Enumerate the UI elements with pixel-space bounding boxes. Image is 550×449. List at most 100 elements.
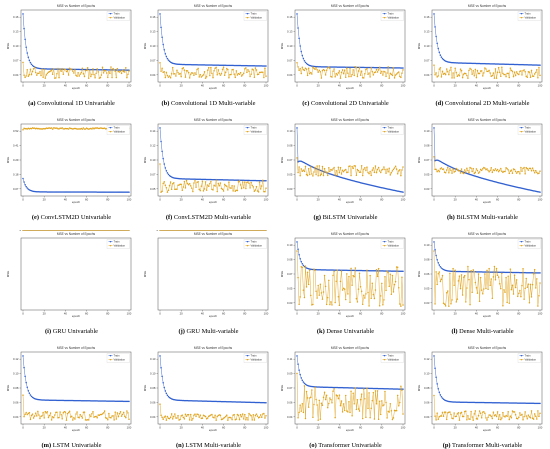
validation-point [523,69,525,71]
train-point [86,191,89,193]
validation-point [376,71,379,73]
train-point [477,271,480,273]
validation-point [195,415,197,418]
validation-point [297,417,299,419]
train-point [355,387,358,389]
validation-point [31,70,34,73]
y-tick-label: 0.05 [424,286,430,290]
train-point [76,399,78,402]
validation-point [208,185,210,188]
train-point [373,270,376,272]
train-point [510,271,513,274]
validation-point [392,66,395,69]
train-point [402,191,404,193]
train-point [474,271,477,273]
plot-frame [431,123,543,197]
y-tick-label: 0.03 [424,187,430,191]
train-point [302,381,305,383]
x-axis-label: epoch [209,314,218,318]
train-point [219,64,222,66]
validation-point [182,416,185,419]
validation-point [33,415,36,417]
legend-entry: Train [388,240,395,244]
train-point [504,402,506,404]
validation-point [390,171,393,174]
train-point [463,270,466,273]
train-point [376,66,379,69]
train-point [258,65,261,67]
train-point [210,400,212,403]
validation-point [98,414,101,416]
train-point [233,179,235,181]
validation-point [79,73,81,75]
train-point [494,63,497,65]
train-point [41,399,43,401]
train-point [503,402,505,404]
train-point [333,386,335,389]
train-point [433,355,435,357]
validation-point [95,72,97,74]
caption-label: (a) [28,100,36,107]
validation-point [317,71,319,73]
train-point [491,401,494,404]
train-point [342,269,345,271]
validation-point [93,73,95,76]
y-tick-label: 0.06 [424,272,430,276]
train-point [371,387,374,390]
validation-point [214,67,216,69]
validation-point [538,415,540,418]
validation-point [360,290,363,293]
train-point [454,62,456,64]
train-point [525,402,527,404]
x-tick-label: 60 [496,84,500,88]
validation-point [91,412,93,415]
plot-title: MSE vs Number of Epochs [194,4,233,8]
validation-point [201,180,204,183]
train-point [514,402,517,404]
validation-point [388,285,390,288]
validation-point [126,76,128,79]
train-point [215,400,217,403]
train-point [501,402,503,404]
validation-point [353,402,355,405]
train-point [92,400,94,402]
train-point [107,400,109,402]
train-point [27,188,30,190]
validation-point [251,184,253,187]
validation-point [331,169,333,171]
train-point [436,42,438,45]
validation-point [364,398,366,400]
validation-point [211,413,213,416]
train-point [265,180,267,182]
x-tick-label: 100 [401,312,406,316]
validation-point [476,418,479,420]
validation-point [259,188,262,190]
train-point [532,402,535,405]
validation-point [445,418,448,421]
plot-title: MSE vs Number of Epochs [57,118,96,122]
validation-point [121,69,124,72]
validation-point [375,402,378,405]
validation-point [489,284,491,287]
subplot-n: MSE vs Number of Epochs 0.04 0.06 0.08 0.10 0… [140,344,277,449]
train-point [235,179,238,181]
validation-point [182,67,185,69]
train-point [194,400,196,402]
validation-point [393,77,396,79]
x-tick-label: 0 [296,312,298,316]
subplot-caption: (l) Dense Multi-variable [414,328,550,335]
train-point [27,56,30,58]
x-tick-label: 60 [85,426,89,430]
validation-point [249,75,251,78]
x-tick-label: 60 [222,312,226,316]
train-point [48,191,51,193]
train-point [434,248,436,251]
validation-point [233,73,235,75]
line-chart: MSE vs Number of EpochsNaNNaNNaNNaNNaN02… [140,230,269,318]
train-point [203,178,206,181]
validation-point [307,167,310,170]
validation-point [160,70,162,72]
train-point [390,67,393,69]
train-point [96,191,98,193]
